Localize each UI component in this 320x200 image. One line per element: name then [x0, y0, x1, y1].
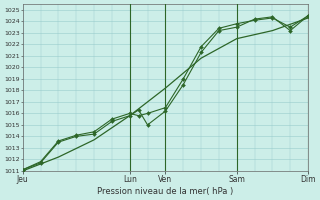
X-axis label: Pression niveau de la mer( hPa ): Pression niveau de la mer( hPa )	[97, 187, 234, 196]
